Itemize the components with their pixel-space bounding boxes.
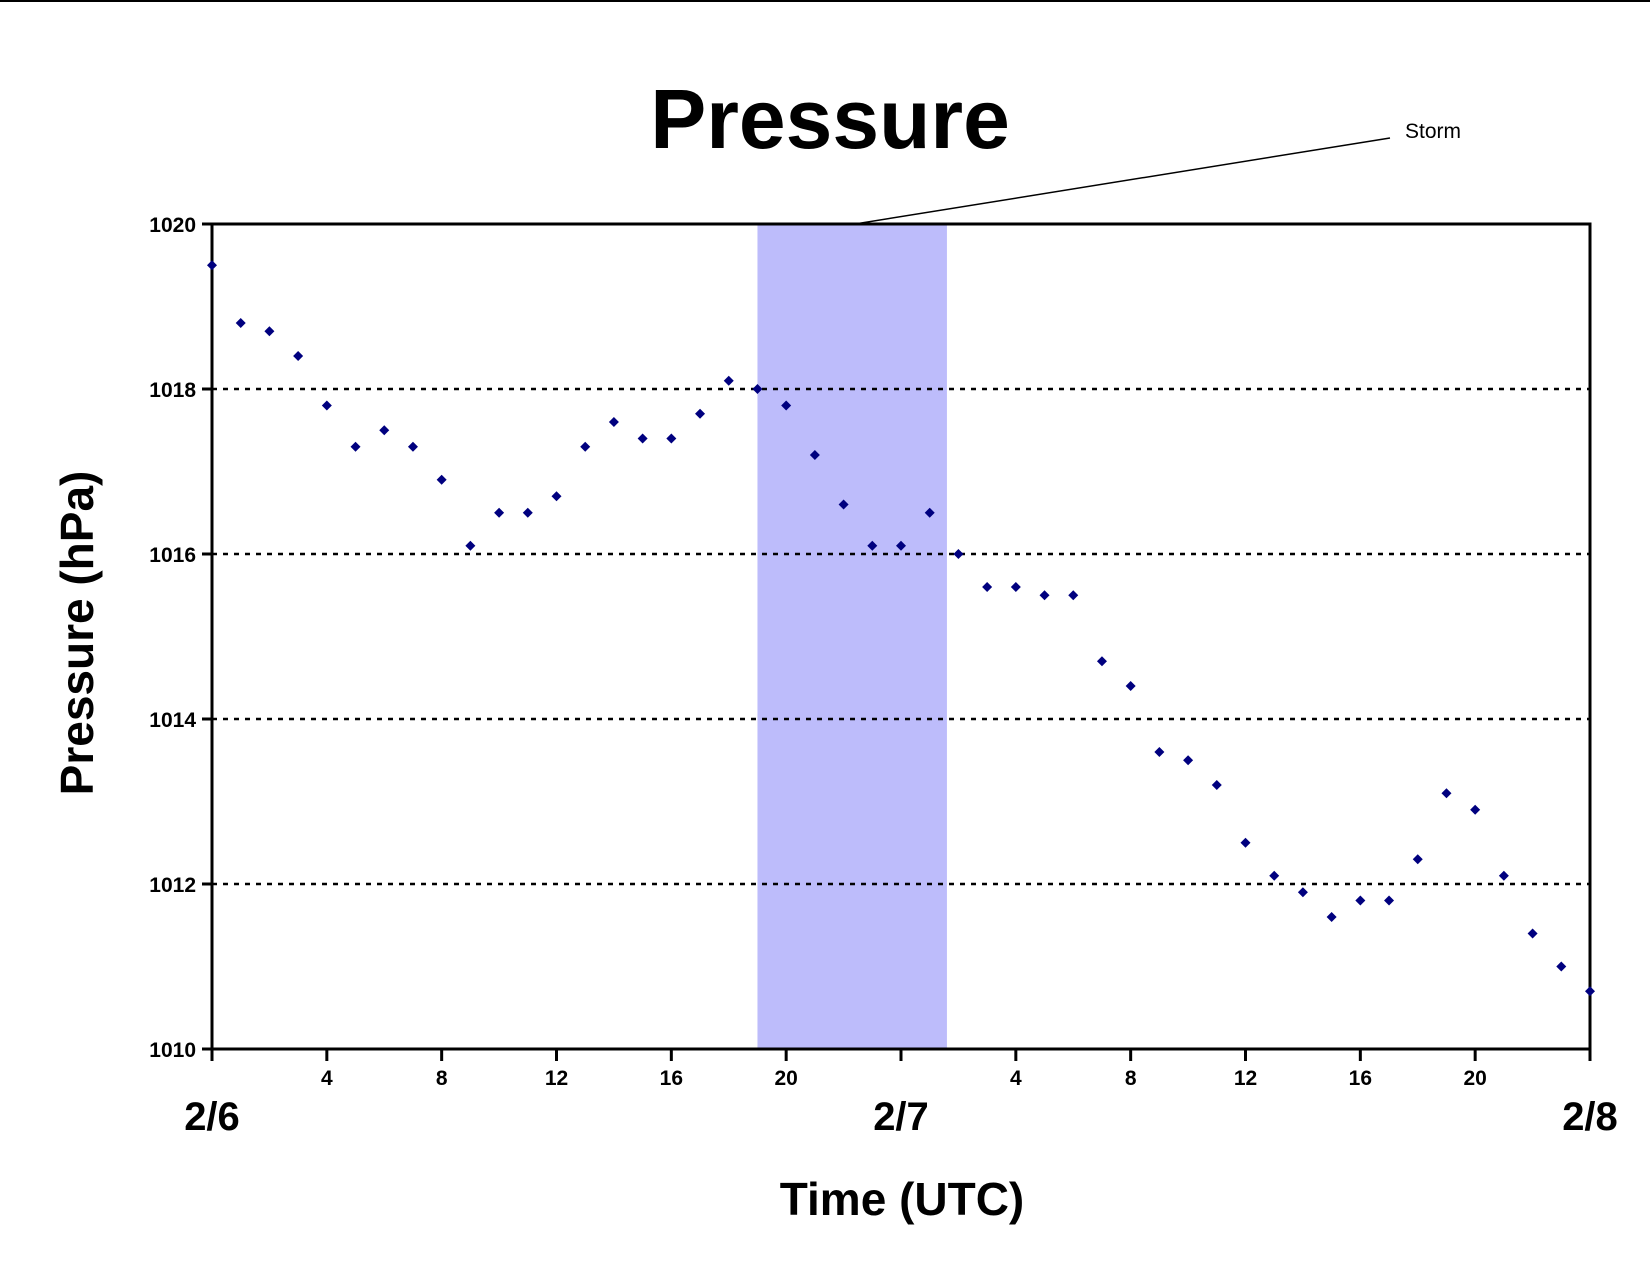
- data-point: [1470, 804, 1481, 815]
- data-point: [379, 425, 390, 436]
- data-point: [953, 549, 964, 559]
- data-point: [321, 400, 332, 411]
- x-tick-label-28: 4: [1010, 1067, 1022, 1090]
- x-tick-label-40: 16: [1349, 1067, 1372, 1090]
- data-point: [1183, 755, 1194, 766]
- x-axis-title: Time (UTC): [780, 1173, 1025, 1225]
- date-label-2-6: 2/6: [184, 1095, 240, 1139]
- data-point: [1039, 590, 1050, 601]
- top-border-line: [0, 0, 1650, 2]
- data-point: [1326, 912, 1337, 922]
- x-tick-label-32: 8: [1125, 1067, 1137, 1090]
- data-point: [1211, 780, 1222, 790]
- x-tick-label-16: 16: [660, 1067, 683, 1090]
- data-point: [522, 507, 533, 518]
- data-point: [1412, 854, 1423, 865]
- data-point: [1154, 747, 1165, 757]
- data-point: [637, 433, 648, 444]
- data-point: [867, 540, 878, 551]
- data-point: [436, 474, 447, 485]
- data-point: [293, 351, 304, 361]
- x-tick-label-36: 12: [1234, 1067, 1257, 1090]
- data-point: [1585, 986, 1595, 997]
- data-point: [264, 326, 275, 337]
- data-point: [666, 433, 677, 444]
- data-point: [838, 499, 849, 510]
- data-point: [1240, 837, 1251, 848]
- data-point: [781, 400, 792, 411]
- data-point: [924, 507, 935, 518]
- data-point: [1556, 961, 1567, 972]
- storm-annotation: Storm: [1405, 120, 1461, 143]
- data-point: [982, 582, 993, 592]
- chart-title: Pressure: [650, 72, 1010, 166]
- y-tick-label-1018: 1018: [149, 379, 196, 402]
- data-point: [1010, 582, 1021, 592]
- data-point: [465, 540, 476, 551]
- data-point: [1498, 870, 1509, 881]
- data-point: [1384, 895, 1395, 906]
- x-tick-label-4: 4: [321, 1067, 333, 1090]
- data-point: [551, 491, 562, 502]
- data-point: [1441, 788, 1452, 799]
- data-point: [1355, 895, 1366, 906]
- data-point: [494, 507, 505, 518]
- x-tick-label-44: 20: [1463, 1067, 1486, 1090]
- data-point: [350, 441, 361, 452]
- x-tick-label-20: 20: [774, 1067, 797, 1090]
- storm-leader-line: [854, 137, 1391, 225]
- x-tick-label-8: 8: [436, 1067, 448, 1090]
- data-point: [1269, 870, 1280, 881]
- data-point: [235, 318, 246, 328]
- data-point: [1125, 681, 1136, 691]
- y-tick-label-1014: 1014: [149, 709, 196, 732]
- data-point: [809, 450, 820, 460]
- data-point: [608, 417, 619, 427]
- data-point: [1527, 928, 1538, 939]
- storm-band: [757, 224, 947, 1049]
- y-tick-label-1012: 1012: [149, 874, 196, 897]
- data-point: [1096, 656, 1107, 667]
- y-axis-title: Pressure (hPa): [51, 471, 103, 796]
- data-point: [580, 441, 591, 452]
- data-point: [1297, 887, 1308, 898]
- data-point: [752, 384, 763, 394]
- data-point: [1068, 590, 1079, 601]
- data-point: [896, 540, 906, 551]
- y-tick-label-1016: 1016: [149, 544, 196, 567]
- data-point: [695, 408, 706, 419]
- data-point: [407, 441, 418, 452]
- data-point: [723, 375, 734, 386]
- date-label-2-8: 2/8: [1562, 1095, 1618, 1139]
- data-point: [207, 260, 217, 271]
- x-tick-label-12: 12: [545, 1067, 568, 1090]
- date-label-2-7: 2/7: [873, 1095, 929, 1139]
- y-tick-label-1020: 1020: [149, 214, 196, 237]
- y-tick-label-1010: 1010: [149, 1039, 196, 1062]
